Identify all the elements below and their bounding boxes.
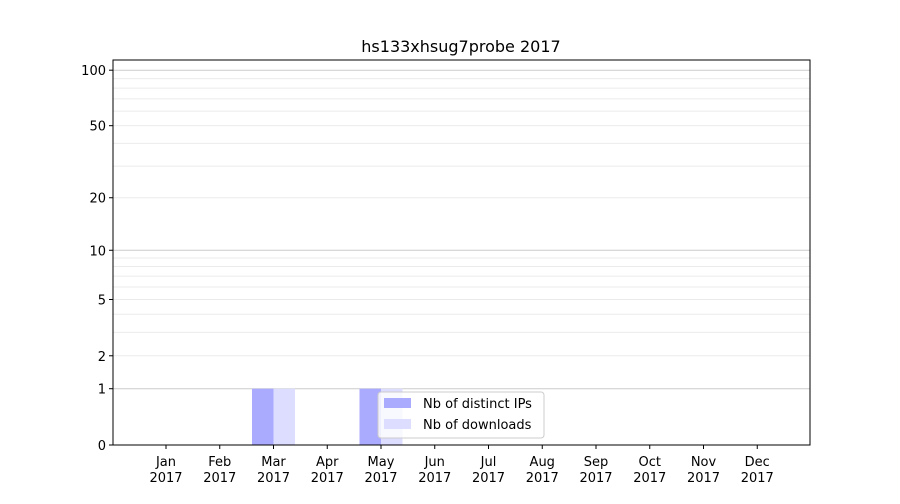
y-tick-label: 50 [89,120,106,135]
x-tick-label: May 2017 [364,455,397,486]
x-tick-label: Jun 2017 [418,455,451,486]
y-tick-label: 100 [81,64,106,79]
y-axis: 0 1 2 5 10 20 50 100 [81,64,113,454]
x-tick-label: Oct 2017 [633,455,666,486]
bar-distinct-ips [359,388,381,445]
x-tick-label: Sep 2017 [579,455,612,486]
plot-frame [112,59,811,446]
bar-downloads [273,388,295,445]
legend-label: Nb of distinct IPs [423,397,532,412]
x-tick-label: Nov 2017 [687,455,720,486]
legend-swatch [384,419,411,429]
x-tick-label: Dec 2017 [741,455,774,486]
y-tick-label: 10 [89,244,106,259]
x-tick-label: Mar 2017 [257,455,290,486]
legend-box [377,391,545,439]
x-tick-label: Jan 2017 [149,455,182,486]
y-tick-label: 1 [98,383,106,398]
gridlines [113,69,810,390]
x-tick-label: Apr 2017 [311,455,344,486]
x-tick-label: Feb 2017 [203,455,236,486]
legend-label: Nb of downloads [423,418,532,433]
x-tick-label: Jul 2017 [472,455,505,486]
legend: Nb of distinct IPs Nb of downloads [377,391,545,439]
legend-swatch [384,398,411,408]
y-tick-label: 20 [89,192,106,207]
y-tick-label: 2 [98,350,106,365]
y-tick-label: 5 [98,293,106,308]
chart-title: hs133xhsug7probe 2017 [361,37,560,56]
y-tick-label: 0 [98,439,106,454]
x-tick-label: Aug 2017 [526,455,559,486]
x-axis: Jan 2017 Feb 2017 Mar 2017 Apr 2017 May 2017 Jun 20… [149,445,774,486]
bar-distinct-ips [252,388,274,445]
